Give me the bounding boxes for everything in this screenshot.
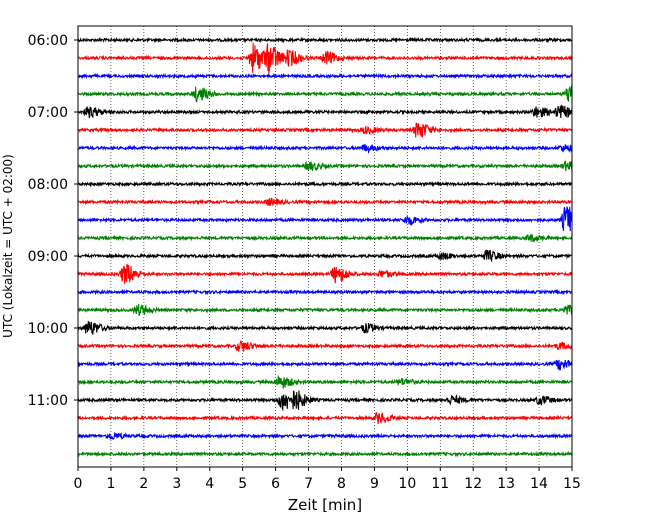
- trace-line: [77, 375, 573, 389]
- x-tick-label: 12: [464, 476, 482, 492]
- trace-line: [77, 249, 573, 263]
- trace-line: [77, 36, 573, 44]
- traces: [77, 36, 573, 458]
- y-tick-label: 11:00: [28, 393, 68, 409]
- x-tick-label: 6: [271, 476, 280, 492]
- trace-line: [77, 288, 573, 296]
- x-tick-label: 14: [530, 476, 548, 492]
- x-tick-label: 3: [172, 476, 181, 492]
- trace-line: [77, 411, 573, 425]
- y-tick-label: 08:00: [28, 177, 68, 193]
- y-tick-label: 07:00: [28, 105, 68, 121]
- x-tick-label: 15: [563, 476, 581, 492]
- trace-line: [77, 233, 573, 243]
- x-tick-label: 2: [139, 476, 148, 492]
- trace-line: [77, 320, 573, 335]
- trace-line: [77, 263, 573, 285]
- x-tick-label: 4: [205, 476, 214, 492]
- trace-line: [77, 143, 573, 155]
- plot-background: [78, 26, 572, 467]
- trace-line: [77, 431, 573, 440]
- x-tick-label: 1: [106, 476, 115, 492]
- trace-line: [77, 160, 573, 172]
- y-tick-label: 06:00: [28, 33, 68, 49]
- trace-line: [77, 72, 573, 80]
- x-tick-label: 5: [238, 476, 247, 492]
- x-tick-label: 8: [337, 476, 346, 492]
- x-tick-label: 7: [304, 476, 313, 492]
- trace-line: [77, 450, 573, 458]
- trace-line: [77, 304, 573, 316]
- trace-line: [77, 359, 573, 371]
- x-tick-label: 13: [497, 476, 515, 492]
- x-axis-label: Zeit [min]: [288, 496, 362, 514]
- x-tick-label: 0: [74, 476, 83, 492]
- trace-line: [77, 197, 573, 206]
- y-axis: 06:00 07:00 08:00 09:00 10:00 11:00: [28, 33, 78, 409]
- trace-line: [77, 180, 573, 188]
- y-axis-label: UTC (Lokalzeit = UTC + 02:00): [1, 154, 15, 338]
- x-tick-label: 10: [398, 476, 416, 492]
- y-tick-label: 10:00: [28, 321, 68, 337]
- trace-line: [77, 206, 573, 232]
- trace-line: [77, 390, 573, 412]
- trace-line: [77, 340, 573, 352]
- trace-line: [77, 85, 573, 103]
- trace-line: [77, 122, 573, 138]
- x-axis: 0 1 2 3 4 5 6 7 8 9 10 11 12 13 14 15: [74, 467, 581, 492]
- x-tick-label: 9: [370, 476, 379, 492]
- y-tick-label: 09:00: [28, 249, 68, 265]
- trace-line: [77, 42, 573, 74]
- trace-line: [77, 104, 573, 119]
- x-tick-label: 11: [431, 476, 449, 492]
- plot-frame: [77, 25, 573, 468]
